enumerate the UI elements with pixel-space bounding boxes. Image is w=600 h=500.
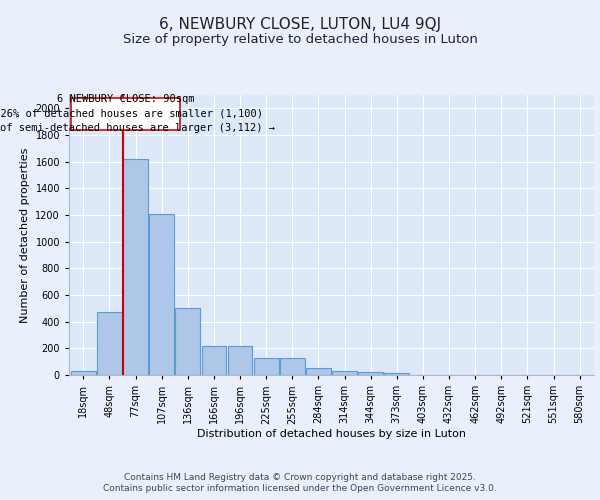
FancyBboxPatch shape <box>71 98 180 130</box>
Bar <box>358 372 383 375</box>
Text: Contains HM Land Registry data © Crown copyright and database right 2025.: Contains HM Land Registry data © Crown c… <box>124 472 476 482</box>
Bar <box>280 358 305 375</box>
X-axis label: Distribution of detached houses by size in Luton: Distribution of detached houses by size … <box>197 429 466 439</box>
Bar <box>385 373 409 375</box>
Text: 6 NEWBURY CLOSE: 90sqm
← 26% of detached houses are smaller (1,100)
73% of semi-: 6 NEWBURY CLOSE: 90sqm ← 26% of detached… <box>0 94 275 134</box>
Bar <box>254 358 278 375</box>
Bar <box>71 371 96 375</box>
Bar <box>149 214 174 375</box>
Bar <box>227 346 253 375</box>
Y-axis label: Number of detached properties: Number of detached properties <box>20 148 30 322</box>
Bar <box>123 159 148 375</box>
Bar <box>202 346 226 375</box>
Bar <box>97 312 122 375</box>
Bar <box>332 371 357 375</box>
Bar <box>306 368 331 375</box>
Text: Size of property relative to detached houses in Luton: Size of property relative to detached ho… <box>122 32 478 46</box>
Text: 6, NEWBURY CLOSE, LUTON, LU4 9QJ: 6, NEWBURY CLOSE, LUTON, LU4 9QJ <box>159 18 441 32</box>
Text: Contains public sector information licensed under the Open Government Licence v3: Contains public sector information licen… <box>103 484 497 493</box>
Bar <box>175 308 200 375</box>
